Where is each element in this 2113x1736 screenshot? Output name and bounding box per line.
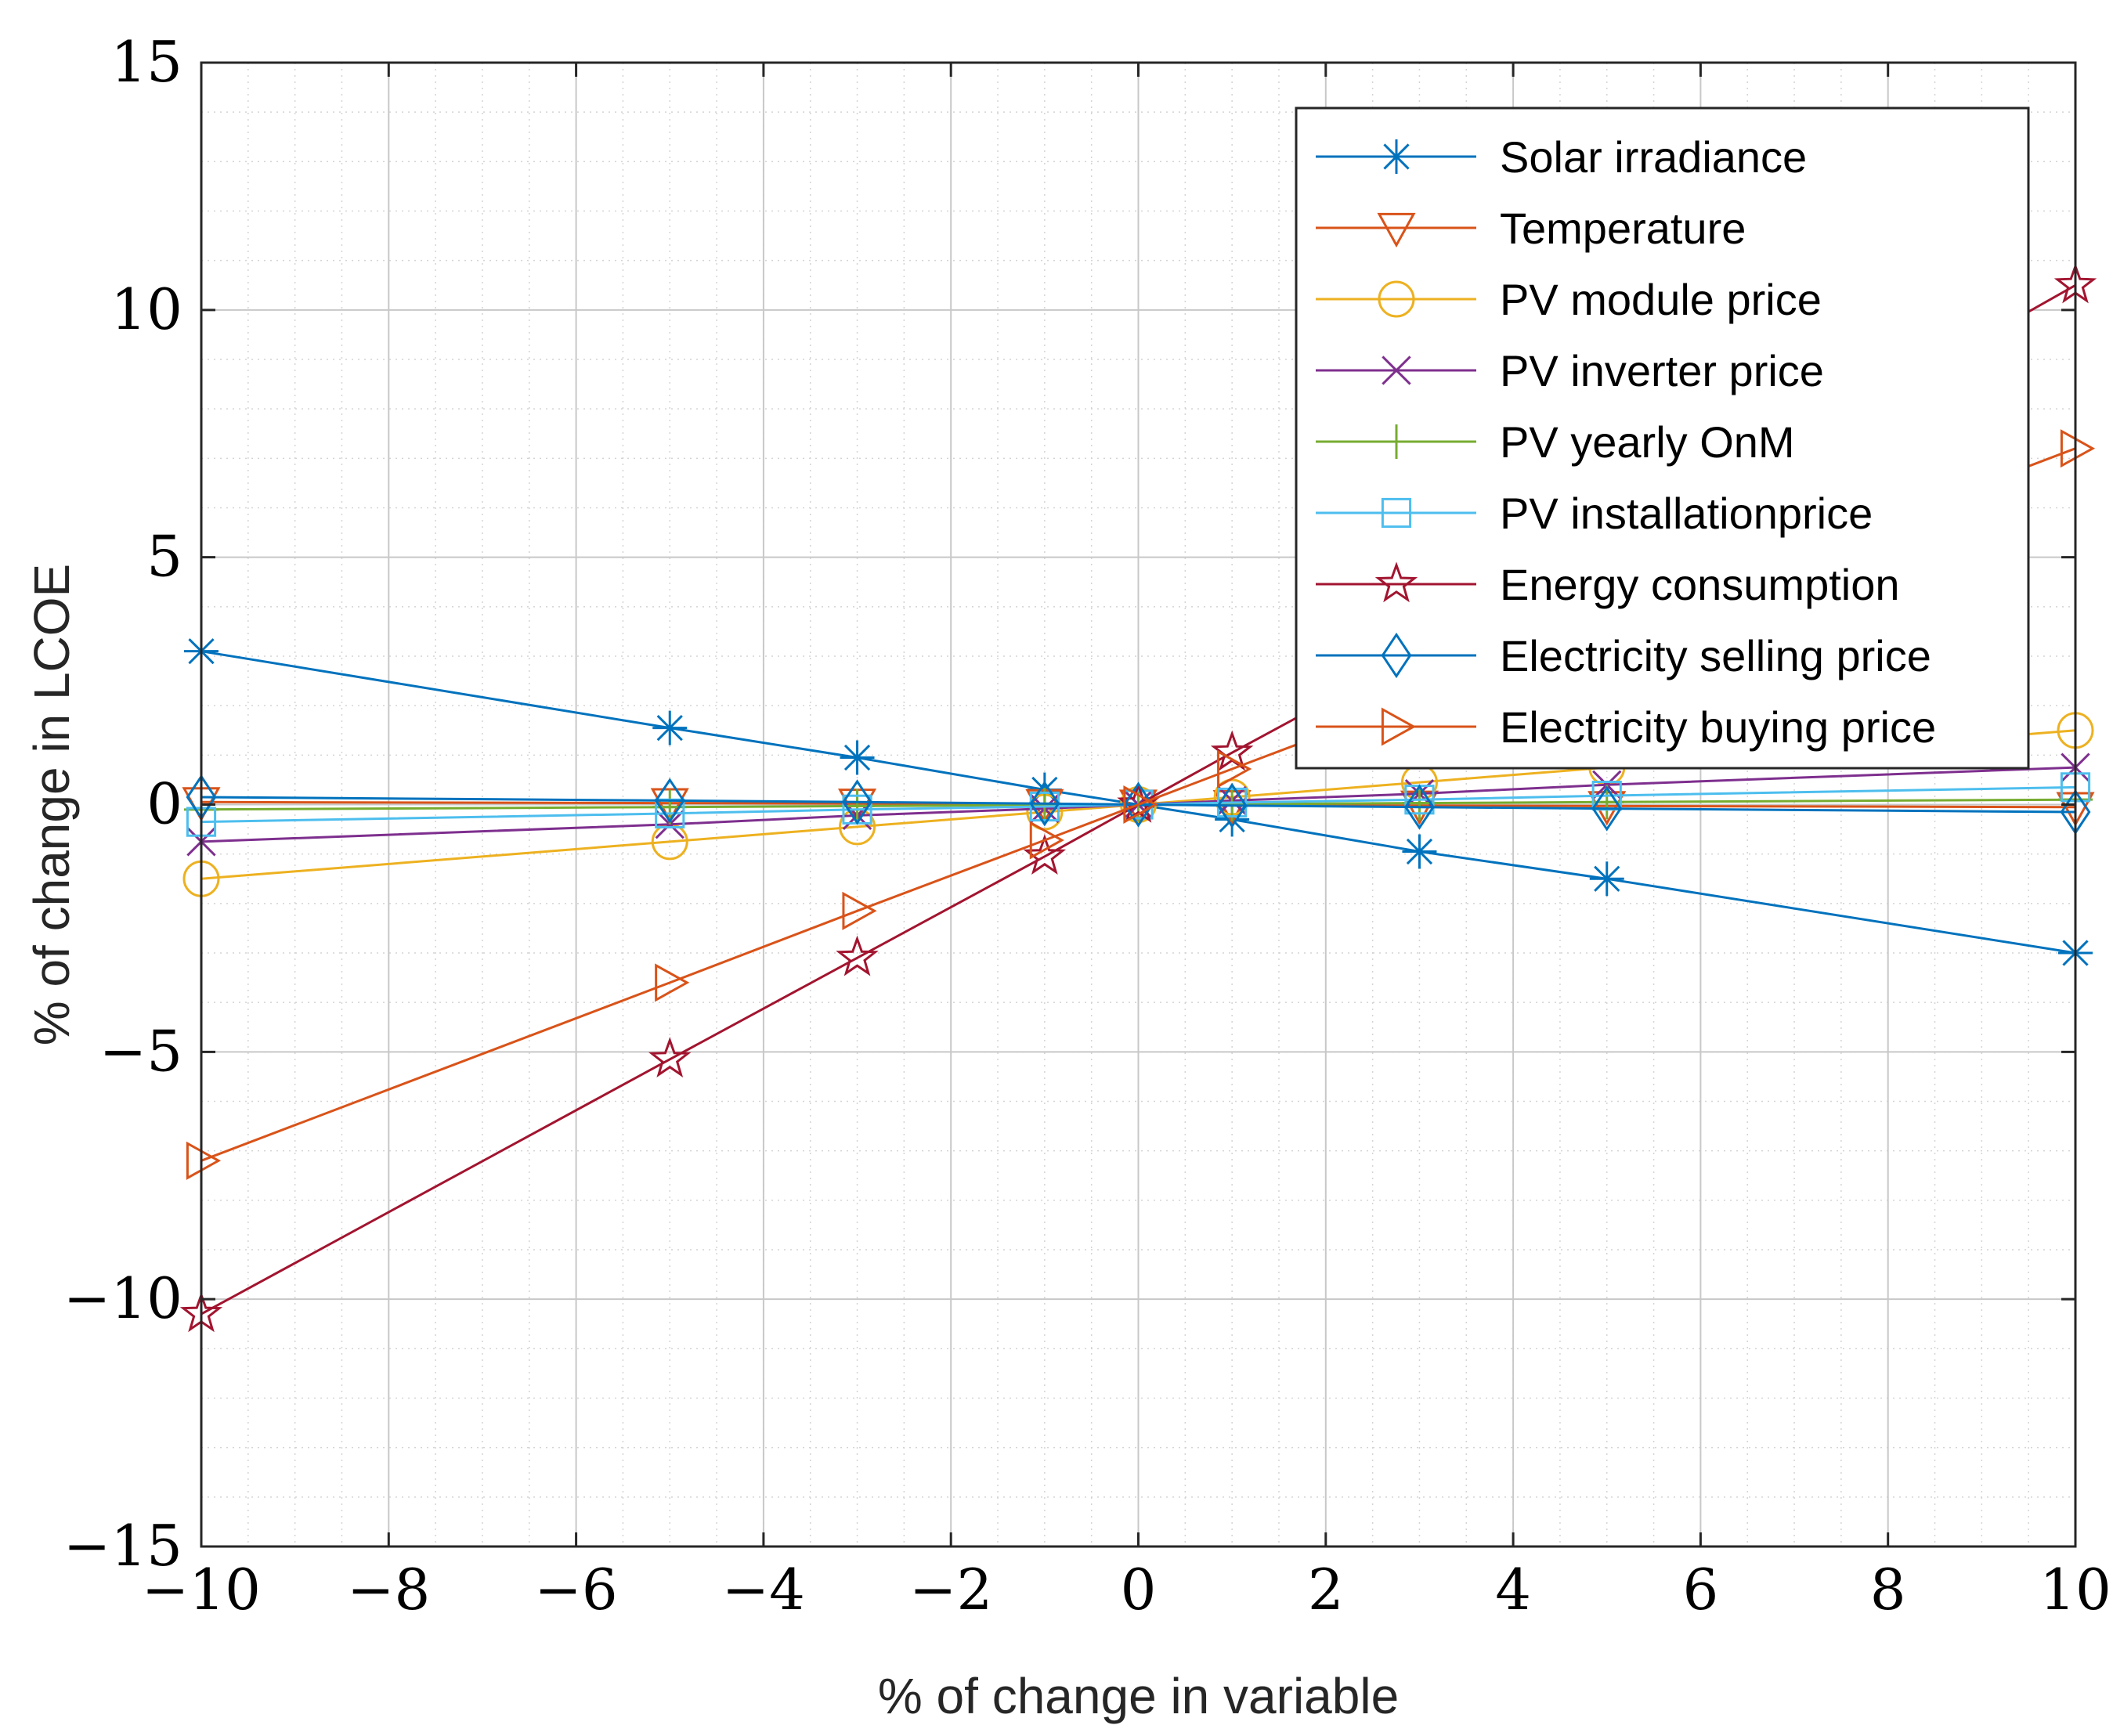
- y-axis-label: % of change in LCOE: [23, 564, 80, 1045]
- legend-label: Temperature: [1500, 204, 1746, 253]
- x-tick-label: 6: [1682, 1557, 1718, 1622]
- data-point: [1217, 749, 1252, 789]
- legend-label: Energy consumption: [1500, 560, 1900, 609]
- x-axis-label: % of change in variable: [878, 1668, 1399, 1724]
- legend-label: Electricity selling price: [1500, 631, 1931, 680]
- data-point: [652, 789, 688, 825]
- x-tick-label: 4: [1495, 1557, 1531, 1622]
- data-point: [1029, 781, 1060, 827]
- legend-marker: [1374, 561, 1418, 603]
- legend-label: Solar irradiance: [1500, 132, 1807, 182]
- legend-marker: [1379, 424, 1414, 459]
- data-point: [186, 1141, 222, 1180]
- legend-item: PV inverter price: [1316, 346, 1824, 395]
- data-point: [842, 891, 877, 930]
- y-tick-label: 0: [146, 771, 182, 837]
- x-tick-label: −2: [909, 1557, 992, 1622]
- data-point: [1029, 791, 1060, 822]
- data-point: [1591, 785, 1623, 832]
- legend: Solar irradiance Temperature PV module pri…: [1295, 106, 2030, 770]
- x-tick-label: −10: [142, 1557, 261, 1622]
- legend-item: PV module price: [1316, 275, 1822, 324]
- legend-marker: [1381, 632, 1412, 679]
- legend-item: Temperature: [1316, 204, 1746, 253]
- series-layer: [179, 262, 2097, 1333]
- legend-item: PV yearly OnM: [1316, 417, 1795, 467]
- data-point: [1216, 782, 1248, 828]
- data-point: [1592, 770, 1622, 799]
- data-point: [840, 740, 875, 775]
- x-tick-label: −6: [535, 1557, 618, 1622]
- x-tick-label: −8: [347, 1557, 430, 1622]
- x-tick-label: 0: [1121, 1557, 1157, 1622]
- data-point: [842, 779, 872, 825]
- legend-label: PV yearly OnM: [1500, 417, 1795, 467]
- data-point: [1123, 781, 1154, 828]
- legend-label: PV inverter price: [1500, 346, 1824, 395]
- legend-item: Electricity selling price: [1316, 631, 1931, 680]
- y-tick-label: −10: [63, 1265, 182, 1331]
- legend-marker: [1378, 280, 1415, 318]
- data-point: [655, 810, 684, 839]
- data-point: [2060, 429, 2096, 468]
- x-tick-label: 2: [1308, 1557, 1344, 1622]
- data-point: [1404, 784, 1435, 830]
- x-tick-label: 8: [1870, 1557, 1906, 1622]
- data-point: [654, 778, 685, 824]
- legend-label: PV module price: [1500, 275, 1822, 324]
- data-point: [652, 710, 688, 745]
- x-tick-label: −4: [722, 1557, 805, 1622]
- legend-marker: [1381, 707, 1417, 746]
- data-point: [1029, 821, 1064, 860]
- legend-marker: [1381, 497, 1412, 529]
- legend-marker: [1382, 356, 1411, 385]
- legend-item: Electricity buying price: [1316, 702, 1936, 752]
- y-tick-label: −5: [99, 1018, 182, 1084]
- y-tick-label: 15: [110, 29, 182, 95]
- legend-item: Solar irradiance: [1316, 132, 1807, 182]
- data-point: [655, 963, 690, 1002]
- legend-box: [1295, 106, 2030, 770]
- legend-label: Electricity buying price: [1500, 702, 1936, 752]
- x-tick-label: 10: [2039, 1557, 2111, 1622]
- data-point: [1217, 787, 1248, 818]
- legend-item: PV installationprice: [1316, 489, 1873, 538]
- data-point: [648, 1037, 692, 1077]
- data-point: [836, 935, 879, 976]
- y-tick-label: 5: [146, 524, 182, 590]
- legend-marker: [1379, 139, 1414, 174]
- legend-marker: [1377, 212, 1416, 248]
- y-tick-label: 10: [110, 276, 182, 342]
- legend-item: Energy consumption: [1316, 560, 1900, 609]
- data-point: [1123, 785, 1158, 825]
- data-point: [1589, 861, 1624, 897]
- data-point: [1402, 834, 1437, 869]
- data-point: [1589, 785, 1624, 820]
- legend-label: PV installationprice: [1500, 489, 1873, 538]
- y-tick-label: −15: [63, 1513, 182, 1579]
- data-point: [650, 788, 689, 823]
